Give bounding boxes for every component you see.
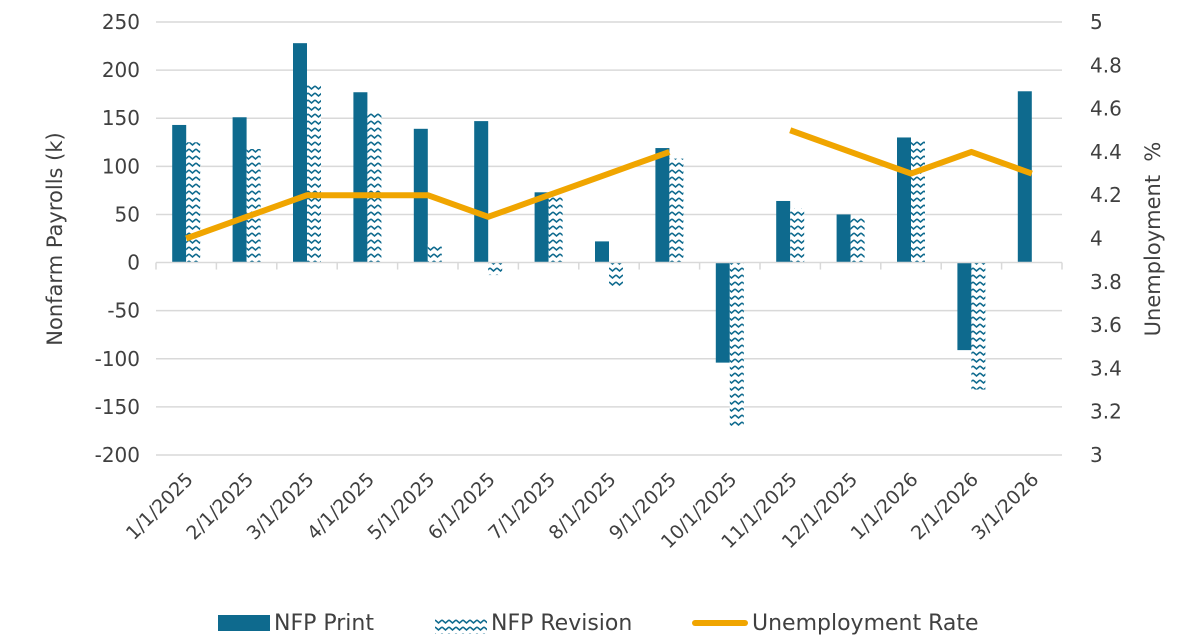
nfp-revision-bar [367, 111, 382, 263]
right-tick-label: 5 [1090, 10, 1103, 34]
nfp-print-bar [897, 137, 911, 263]
nfp-revision-bar [307, 83, 321, 263]
nfp-print-bar [715, 262, 730, 363]
nfp-revision-bar [971, 262, 986, 390]
nfp-print-bar [655, 148, 670, 263]
nfp-revision-bar [186, 142, 201, 263]
nfp-print-bar [474, 121, 489, 263]
right-tick-label: 4 [1090, 227, 1103, 251]
legend-label: Unemployment Rate [752, 610, 979, 636]
left-tick-label: -50 [107, 299, 140, 323]
legend-swatch-line-icon [692, 620, 748, 626]
right-tick-label: 4.4 [1090, 140, 1122, 164]
nfp-print-bar [1017, 91, 1032, 263]
unemployment-line-segment [789, 127, 1033, 177]
legend: NFP Print NFP Revision Unemployment Rate [0, 606, 1200, 640]
legend-item-nfp-print[interactable]: NFP Print [218, 606, 374, 640]
left-tick-label: 100 [102, 154, 140, 178]
nfp-revision-bar [790, 208, 805, 263]
right-tick-label: 3.2 [1090, 400, 1122, 424]
left-tick-label: -200 [95, 443, 140, 467]
left-tick-label: 50 [115, 202, 140, 226]
nfp-revision-bar [488, 262, 503, 276]
nfp-revision-bar [669, 158, 684, 263]
left-tick-label: -100 [95, 347, 140, 371]
left-tick-label: 0 [127, 251, 140, 275]
right-tick-label: 4.8 [1090, 53, 1122, 77]
nfp-revision-bar [427, 244, 442, 263]
left-axis-ticks: 250 200 150 100 50 0 -50 -100 -150 -200 [95, 10, 140, 467]
nfp-revision-bar [609, 262, 623, 288]
x-tick-label: 3/1/2026 [967, 469, 1043, 545]
left-tick-label: -150 [95, 395, 140, 419]
right-axis-ticks: 5 4.8 4.6 4.4 4.2 4 3.8 3.6 3.4 3.2 3 [1090, 10, 1122, 467]
right-tick-label: 3 [1090, 443, 1103, 467]
nfp-print-bar [776, 200, 791, 263]
legend-label: NFP Print [274, 610, 374, 636]
bars [172, 43, 1032, 428]
nfp-revision-bar [911, 140, 925, 263]
left-tick-label: 150 [102, 106, 140, 130]
unemployment-line-segment [185, 149, 671, 242]
left-tick-label: 250 [102, 10, 140, 34]
legend-label: NFP Revision [491, 610, 633, 636]
left-tick-label: 200 [102, 58, 140, 82]
right-tick-label: 3.4 [1090, 356, 1122, 380]
unemployment-line [185, 127, 1033, 242]
legend-swatch-pattern-icon [435, 615, 487, 634]
x-axis-labels: 1/1/20252/1/20253/1/20254/1/20255/1/2025… [122, 469, 1044, 553]
nfp-print-bar [836, 214, 851, 263]
nfp-print-bar [293, 43, 307, 263]
nfp-print-bar [353, 92, 368, 263]
nfp-revision-bar [548, 195, 563, 263]
right-tick-label: 4.2 [1090, 183, 1122, 207]
nfp-print-bar [232, 117, 247, 263]
legend-swatch-solid-icon [218, 615, 270, 631]
nfp-print-bar [534, 192, 549, 263]
nfp-revision-bar [729, 262, 744, 428]
left-axis-title: Nonfarm Payrolls (k) [43, 132, 67, 345]
nfp-revision-bar [246, 149, 261, 263]
chart: 250 200 150 100 50 0 -50 -100 -150 -200 5 4.8 4.6 4.… [43, 10, 1165, 553]
right-tick-label: 3.8 [1090, 270, 1122, 294]
legend-item-unemployment-rate[interactable]: Unemployment Rate [692, 606, 979, 640]
right-axis-title: Unemployment % [1141, 142, 1165, 337]
nfp-print-bar [595, 241, 609, 263]
right-tick-label: 4.6 [1090, 97, 1122, 121]
nfp-revision-bar [850, 217, 865, 263]
legend-item-nfp-revision[interactable]: NFP Revision [435, 606, 632, 640]
nfp-print-bar [172, 124, 187, 263]
x-axis [155, 261, 1063, 270]
nfp-print-bar [957, 262, 972, 351]
gridlines [156, 21, 1062, 456]
right-tick-label: 3.6 [1090, 313, 1122, 337]
